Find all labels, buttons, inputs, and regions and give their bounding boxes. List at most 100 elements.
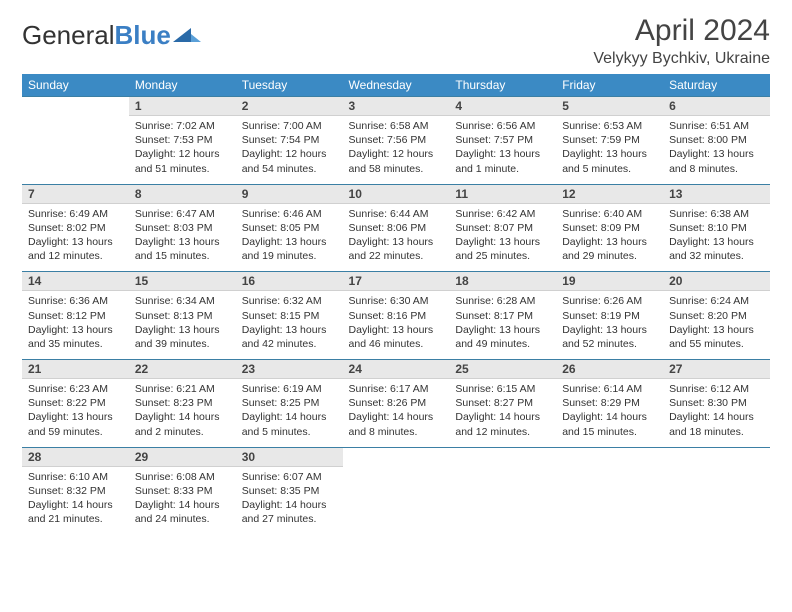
sunset-line: Sunset: 8:15 PM bbox=[242, 309, 337, 323]
dl1-line: Daylight: 14 hours bbox=[135, 498, 230, 512]
day-content-cell bbox=[663, 466, 770, 534]
dl1-line: Daylight: 13 hours bbox=[349, 235, 444, 249]
dl2-line: and 54 minutes. bbox=[242, 162, 337, 176]
dl1-line: Daylight: 13 hours bbox=[669, 323, 764, 337]
month-title: April 2024 bbox=[593, 14, 770, 48]
day-number-cell: 25 bbox=[449, 360, 556, 379]
sunset-line: Sunset: 7:53 PM bbox=[135, 133, 230, 147]
dl2-line: and 12 minutes. bbox=[28, 249, 123, 263]
day-number-cell: 14 bbox=[22, 272, 129, 291]
day-number-cell: 17 bbox=[343, 272, 450, 291]
day-content-cell: Sunrise: 6:30 AMSunset: 8:16 PMDaylight:… bbox=[343, 291, 450, 360]
calendar-body: 123456Sunrise: 7:02 AMSunset: 7:53 PMDay… bbox=[22, 97, 770, 535]
dl2-line: and 39 minutes. bbox=[135, 337, 230, 351]
dl1-line: Daylight: 14 hours bbox=[28, 498, 123, 512]
day-number-cell: 3 bbox=[343, 97, 450, 116]
day-content-cell: Sunrise: 6:21 AMSunset: 8:23 PMDaylight:… bbox=[129, 379, 236, 448]
day-content-cell: Sunrise: 6:36 AMSunset: 8:12 PMDaylight:… bbox=[22, 291, 129, 360]
day-number-cell: 4 bbox=[449, 97, 556, 116]
day-number-cell: 2 bbox=[236, 97, 343, 116]
sunset-line: Sunset: 8:33 PM bbox=[135, 484, 230, 498]
dl2-line: and 27 minutes. bbox=[242, 512, 337, 526]
col-wednesday: Wednesday bbox=[343, 74, 450, 97]
day-content-cell bbox=[22, 116, 129, 185]
col-friday: Friday bbox=[556, 74, 663, 97]
day-number-cell: 8 bbox=[129, 184, 236, 203]
week-content-row: Sunrise: 6:36 AMSunset: 8:12 PMDaylight:… bbox=[22, 291, 770, 360]
sunset-line: Sunset: 8:12 PM bbox=[28, 309, 123, 323]
day-content-cell: Sunrise: 6:19 AMSunset: 8:25 PMDaylight:… bbox=[236, 379, 343, 448]
sunrise-line: Sunrise: 6:28 AM bbox=[455, 294, 550, 308]
day-content-cell: Sunrise: 6:34 AMSunset: 8:13 PMDaylight:… bbox=[129, 291, 236, 360]
day-content-cell: Sunrise: 6:32 AMSunset: 8:15 PMDaylight:… bbox=[236, 291, 343, 360]
day-content-cell bbox=[556, 466, 663, 534]
sunrise-line: Sunrise: 6:56 AM bbox=[455, 119, 550, 133]
dl2-line: and 21 minutes. bbox=[28, 512, 123, 526]
day-number-cell: 26 bbox=[556, 360, 663, 379]
day-content-cell: Sunrise: 7:02 AMSunset: 7:53 PMDaylight:… bbox=[129, 116, 236, 185]
day-content-cell: Sunrise: 6:56 AMSunset: 7:57 PMDaylight:… bbox=[449, 116, 556, 185]
day-number-cell: 10 bbox=[343, 184, 450, 203]
day-content-cell: Sunrise: 6:07 AMSunset: 8:35 PMDaylight:… bbox=[236, 466, 343, 534]
dl1-line: Daylight: 14 hours bbox=[669, 410, 764, 424]
day-content-cell: Sunrise: 6:46 AMSunset: 8:05 PMDaylight:… bbox=[236, 203, 343, 272]
sunset-line: Sunset: 7:54 PM bbox=[242, 133, 337, 147]
day-number-cell bbox=[22, 97, 129, 116]
day-number-cell: 13 bbox=[663, 184, 770, 203]
dl1-line: Daylight: 13 hours bbox=[242, 323, 337, 337]
day-number-cell: 23 bbox=[236, 360, 343, 379]
week-content-row: Sunrise: 6:10 AMSunset: 8:32 PMDaylight:… bbox=[22, 466, 770, 534]
logo-text-1: General bbox=[22, 20, 115, 51]
day-content-cell: Sunrise: 6:24 AMSunset: 8:20 PMDaylight:… bbox=[663, 291, 770, 360]
day-number-cell: 11 bbox=[449, 184, 556, 203]
header: GeneralBlue April 2024 Velykyy Bychkiv, … bbox=[22, 14, 770, 68]
day-content-cell: Sunrise: 6:23 AMSunset: 8:22 PMDaylight:… bbox=[22, 379, 129, 448]
sunset-line: Sunset: 8:10 PM bbox=[669, 221, 764, 235]
sunset-line: Sunset: 7:57 PM bbox=[455, 133, 550, 147]
day-number-cell bbox=[343, 447, 450, 466]
day-number-cell: 15 bbox=[129, 272, 236, 291]
sunset-line: Sunset: 8:03 PM bbox=[135, 221, 230, 235]
sunset-line: Sunset: 7:56 PM bbox=[349, 133, 444, 147]
sunrise-line: Sunrise: 6:12 AM bbox=[669, 382, 764, 396]
week-number-row: 21222324252627 bbox=[22, 360, 770, 379]
day-content-cell: Sunrise: 6:26 AMSunset: 8:19 PMDaylight:… bbox=[556, 291, 663, 360]
week-number-row: 282930 bbox=[22, 447, 770, 466]
sunrise-line: Sunrise: 6:38 AM bbox=[669, 207, 764, 221]
dl2-line: and 32 minutes. bbox=[669, 249, 764, 263]
day-number-cell: 30 bbox=[236, 447, 343, 466]
sunset-line: Sunset: 8:20 PM bbox=[669, 309, 764, 323]
dl1-line: Daylight: 13 hours bbox=[28, 323, 123, 337]
day-content-cell: Sunrise: 6:44 AMSunset: 8:06 PMDaylight:… bbox=[343, 203, 450, 272]
dl2-line: and 5 minutes. bbox=[562, 162, 657, 176]
col-saturday: Saturday bbox=[663, 74, 770, 97]
dl1-line: Daylight: 13 hours bbox=[455, 323, 550, 337]
sunset-line: Sunset: 8:16 PM bbox=[349, 309, 444, 323]
day-number-cell bbox=[663, 447, 770, 466]
day-number-cell: 6 bbox=[663, 97, 770, 116]
sunset-line: Sunset: 7:59 PM bbox=[562, 133, 657, 147]
dl1-line: Daylight: 14 hours bbox=[135, 410, 230, 424]
sunrise-line: Sunrise: 6:10 AM bbox=[28, 470, 123, 484]
dl2-line: and 8 minutes. bbox=[349, 425, 444, 439]
dl2-line: and 1 minute. bbox=[455, 162, 550, 176]
dl1-line: Daylight: 13 hours bbox=[669, 235, 764, 249]
day-number-cell: 7 bbox=[22, 184, 129, 203]
dl2-line: and 25 minutes. bbox=[455, 249, 550, 263]
sunrise-line: Sunrise: 7:00 AM bbox=[242, 119, 337, 133]
day-number-cell: 9 bbox=[236, 184, 343, 203]
day-content-cell: Sunrise: 7:00 AMSunset: 7:54 PMDaylight:… bbox=[236, 116, 343, 185]
calendar-table: Sunday Monday Tuesday Wednesday Thursday… bbox=[22, 74, 770, 534]
day-content-cell: Sunrise: 6:47 AMSunset: 8:03 PMDaylight:… bbox=[129, 203, 236, 272]
day-content-cell: Sunrise: 6:38 AMSunset: 8:10 PMDaylight:… bbox=[663, 203, 770, 272]
day-content-cell: Sunrise: 6:17 AMSunset: 8:26 PMDaylight:… bbox=[343, 379, 450, 448]
dl1-line: Daylight: 14 hours bbox=[349, 410, 444, 424]
day-content-cell bbox=[449, 466, 556, 534]
day-number-cell: 19 bbox=[556, 272, 663, 291]
sunrise-line: Sunrise: 6:17 AM bbox=[349, 382, 444, 396]
dl2-line: and 8 minutes. bbox=[669, 162, 764, 176]
sunrise-line: Sunrise: 6:46 AM bbox=[242, 207, 337, 221]
week-content-row: Sunrise: 6:49 AMSunset: 8:02 PMDaylight:… bbox=[22, 203, 770, 272]
day-header-row: Sunday Monday Tuesday Wednesday Thursday… bbox=[22, 74, 770, 97]
col-monday: Monday bbox=[129, 74, 236, 97]
